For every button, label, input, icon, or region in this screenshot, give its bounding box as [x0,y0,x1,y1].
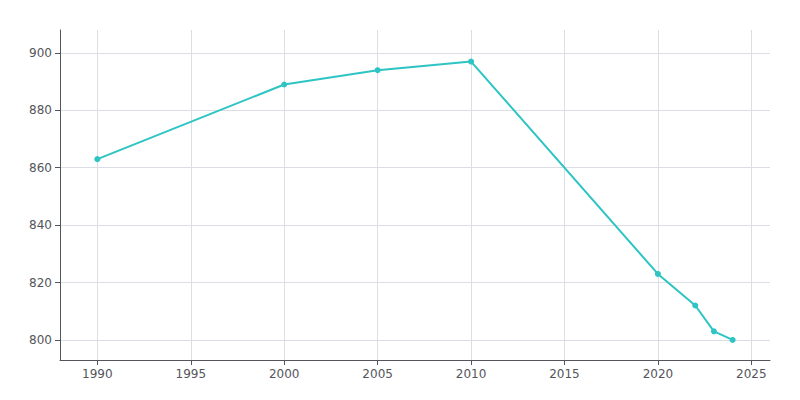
svg-text:1995: 1995 [176,367,207,381]
svg-text:2000: 2000 [269,367,300,381]
svg-text:900: 900 [29,46,52,60]
svg-text:880: 880 [29,103,52,117]
svg-text:860: 860 [29,161,52,175]
svg-text:820: 820 [29,276,52,290]
svg-text:1990: 1990 [82,367,113,381]
svg-text:800: 800 [29,333,52,347]
svg-text:2015: 2015 [549,367,580,381]
svg-text:2010: 2010 [456,367,487,381]
svg-text:840: 840 [29,218,52,232]
svg-text:2020: 2020 [643,367,674,381]
svg-text:2005: 2005 [362,367,393,381]
svg-text:2025: 2025 [736,367,767,381]
